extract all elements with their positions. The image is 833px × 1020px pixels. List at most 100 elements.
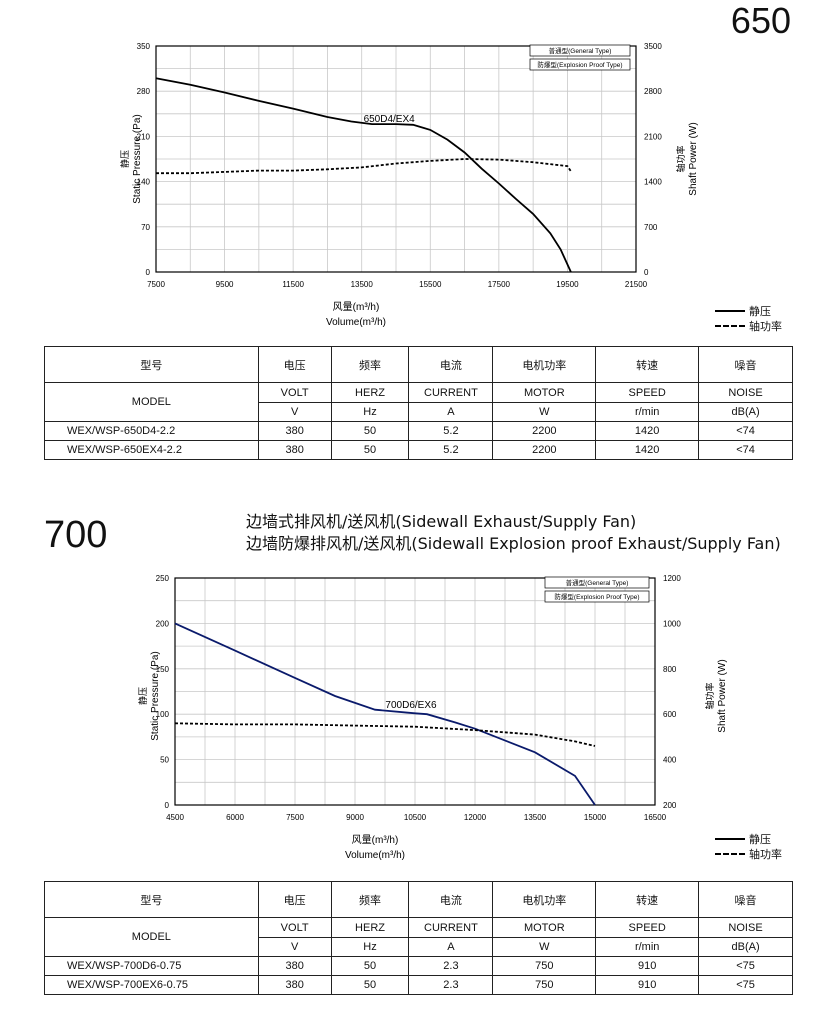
y-tick-label: 140 [137,178,151,187]
y2-tick-label: 1200 [663,574,681,583]
legend-power-label: 轴功率 [749,847,782,861]
y2-axis-label: 轴功率Shaft Power (W) [704,659,728,732]
table-row: WEX/WSP-650D4-2.2 380 50 5.2 2200 1420 <… [44,421,793,441]
legend-line-dashed [715,324,745,327]
x-tick-label: 16500 [644,813,667,822]
y-tick-label: 200 [156,619,170,628]
y-tick-label: 150 [156,665,170,674]
header-volt-cn: 电压 [257,346,332,383]
x-tick-label: 6000 [226,813,244,822]
type-tag-box [544,590,650,603]
cell-volt: 380 [257,956,332,976]
cell-current: 5.2 [408,440,494,460]
header-herz-en: HERZ [330,917,410,938]
cell-current: 5.2 [408,421,494,441]
y2-tick-label: 2100 [644,132,662,141]
title-line-1: 边墙式排风机/送风机(Sidewall Exhaust/Supply Fan) [246,512,637,531]
y-tick-label: 350 [137,42,151,51]
header-noise-en: NOISE [698,917,793,938]
type-tag-box [544,576,650,589]
legend-power-label: 轴功率 [749,319,782,333]
size-label-700: 700 [44,514,108,556]
y-tick-label: 0 [146,268,151,277]
cell-noise: <74 [698,440,793,460]
cell-volt: 380 [257,440,332,460]
y2-tick-label: 600 [663,710,677,719]
y2-tick-label: 1000 [663,619,681,628]
header-model-en: MODEL [44,382,259,422]
header-volt-en: VOLT [257,917,332,938]
y-axis-label-en: Static Pressure (Pa) [150,651,161,740]
y2-tick-label: 3500 [644,42,662,51]
cell-motor: 750 [492,956,597,976]
table-row: WEX/WSP-700D6-0.75 380 50 2.3 750 910 <7… [44,956,793,976]
unit-motor: W [492,402,597,422]
header-speed-cn: 转速 [595,346,700,383]
cell-herz: 50 [330,975,410,995]
y2-axis-label-cn: 轴功率 [675,145,687,172]
x-tick-label: 19500 [556,280,579,289]
y2-tick-label: 1400 [644,178,662,187]
plot-area: 4500 6000 7500 9000 10500 12000 13500 15000 1650… [137,574,728,861]
x-tick-label: 12000 [464,813,487,822]
y2-tick-label: 400 [663,756,677,765]
y2-tick-label: 700 [644,223,658,232]
type-tag-box [529,44,631,57]
cell-model: WEX/WSP-650D4-2.2 [44,421,259,441]
y-axis-label-en: Static Pressure (Pa) [132,114,143,203]
legend-line-solid [715,837,745,840]
header-noise-cn: 噪音 [698,881,793,918]
x-tick-label: 10500 [404,813,427,822]
cell-noise: <75 [698,975,793,995]
plot-area: 7500 9500 11500 13500 15500 17500 19500 21500 0 7… [119,42,699,328]
unit-volt: V [257,937,332,957]
y-tick-label: 50 [160,756,169,765]
x-tick-label: 15000 [584,813,607,822]
header-current-cn: 电流 [408,881,494,918]
curve-label: 650D4/EX4 [364,114,416,125]
unit-volt: V [257,402,332,422]
x-axis-label-en: Volume(m³/h) [345,850,405,861]
size-label-650: 650 [730,0,791,41]
plot-frame [174,577,656,806]
y-tick-label: 0 [165,801,170,810]
header-current-en: CURRENT [408,382,494,403]
y-tick-label: 210 [137,132,151,141]
y-axis-label: 静压Static Pressure (Pa) [137,651,161,740]
x-tick-label: 21500 [625,280,648,289]
y-axis-label-cn: 静压 [137,687,149,705]
cell-model: WEX/WSP-700EX6-0.75 [44,975,259,995]
unit-noise: dB(A) [698,402,793,422]
header-current-cn: 电流 [408,346,494,383]
spec-table-650: 型号 电压 频率 电流 电机功率 转速 噪音 MODEL VOLT HERZ C… [44,346,793,460]
header-volt-cn: 电压 [257,881,332,918]
legend-static-label: 静压 [749,832,771,846]
header-current-en: CURRENT [408,917,494,938]
title-line-2: 边墙防爆排风机/送风机(Sidewall Explosion proof Exh… [246,534,781,553]
header-speed-cn: 转速 [595,881,700,918]
legend-line-solid [715,309,745,312]
cell-herz: 50 [330,421,410,441]
unit-noise: dB(A) [698,937,793,957]
y-tick-label: 100 [156,710,170,719]
cell-speed: 1420 [595,440,700,460]
x-tick-label: 4500 [166,813,184,822]
header-herz-cn: 频率 [330,881,410,918]
y2-axis-label-en: Shaft Power (W) [688,122,699,195]
y2-axis-label: 轴功率Shaft Power (W) [675,122,699,195]
unit-current: A [408,937,494,957]
header-motor-cn: 电机功率 [492,346,597,383]
x-tick-label: 7500 [286,813,304,822]
cell-motor: 2200 [492,440,597,460]
x-tick-label: 9000 [346,813,364,822]
x-tick-label: 11500 [282,280,304,289]
header-motor-en: MOTOR [492,382,597,403]
y-axis-label-cn: 静压 [119,150,131,168]
header-speed-en: SPEED [595,917,700,938]
header-model-en: MODEL [44,917,259,957]
header-noise-cn: 噪音 [698,346,793,383]
y2-tick-label: 200 [663,801,677,810]
unit-herz: Hz [330,937,410,957]
cell-model: WEX/WSP-700D6-0.75 [44,956,259,976]
header-herz-cn: 频率 [330,346,410,383]
